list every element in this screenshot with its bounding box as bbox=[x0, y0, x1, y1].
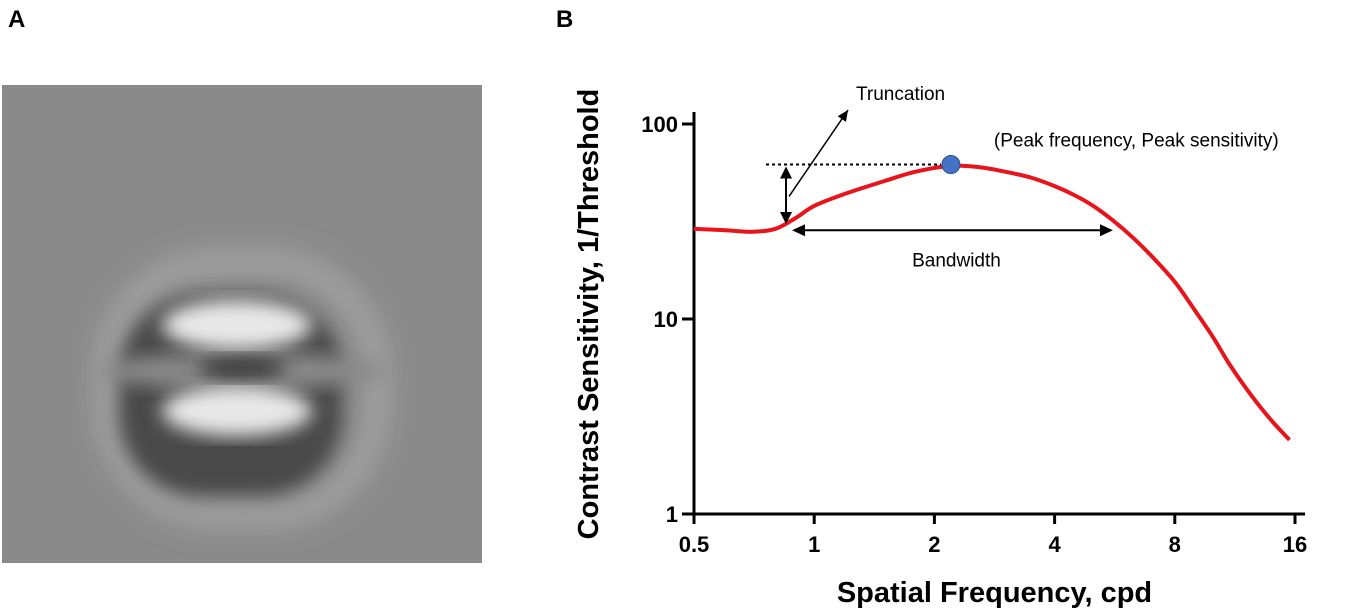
panel-label-b: B bbox=[556, 6, 574, 33]
x-tick-label: 2 bbox=[928, 532, 940, 557]
truncation-label: Truncation bbox=[856, 84, 945, 105]
peak-marker bbox=[941, 154, 961, 174]
x-axis-title: Spatial Frequency, cpd bbox=[837, 577, 1152, 609]
x-tick-label: 0.5 bbox=[679, 532, 710, 557]
y-axis-title: Contrast Sensitivity, 1/Threshold bbox=[573, 89, 605, 540]
bandwidth-label: Bandwidth bbox=[912, 250, 1001, 271]
y-ticks: 1 10 100 bbox=[641, 112, 694, 527]
truncation-pointer-arrow bbox=[788, 109, 849, 197]
truncation-pointer-arrowhead bbox=[837, 110, 849, 122]
axes bbox=[692, 112, 1305, 516]
x-tick-label: 8 bbox=[1169, 532, 1181, 557]
peak-label: (Peak frequency, Peak sensitivity) bbox=[994, 130, 1279, 151]
gabor-stimulus-image bbox=[2, 85, 482, 563]
y-tick-label: 100 bbox=[641, 112, 678, 137]
x-tick-label: 16 bbox=[1283, 532, 1307, 557]
truncation-arrowhead-bottom bbox=[780, 211, 793, 224]
sensitivity-curve bbox=[693, 163, 1291, 442]
bandwidth-arrowhead-right bbox=[1099, 224, 1113, 237]
y-tick-label: 1 bbox=[666, 502, 678, 527]
x-ticks: 0.5 1 2 4 8 16 bbox=[679, 514, 1307, 557]
y-tick-label: 10 bbox=[654, 307, 678, 332]
x-tick-label: 4 bbox=[1048, 532, 1061, 557]
x-tick-label: 1 bbox=[808, 532, 820, 557]
bandwidth-arrowhead-left bbox=[792, 224, 806, 237]
panel-label-a: A bbox=[8, 6, 26, 33]
truncation-arrowhead-top bbox=[780, 166, 793, 179]
